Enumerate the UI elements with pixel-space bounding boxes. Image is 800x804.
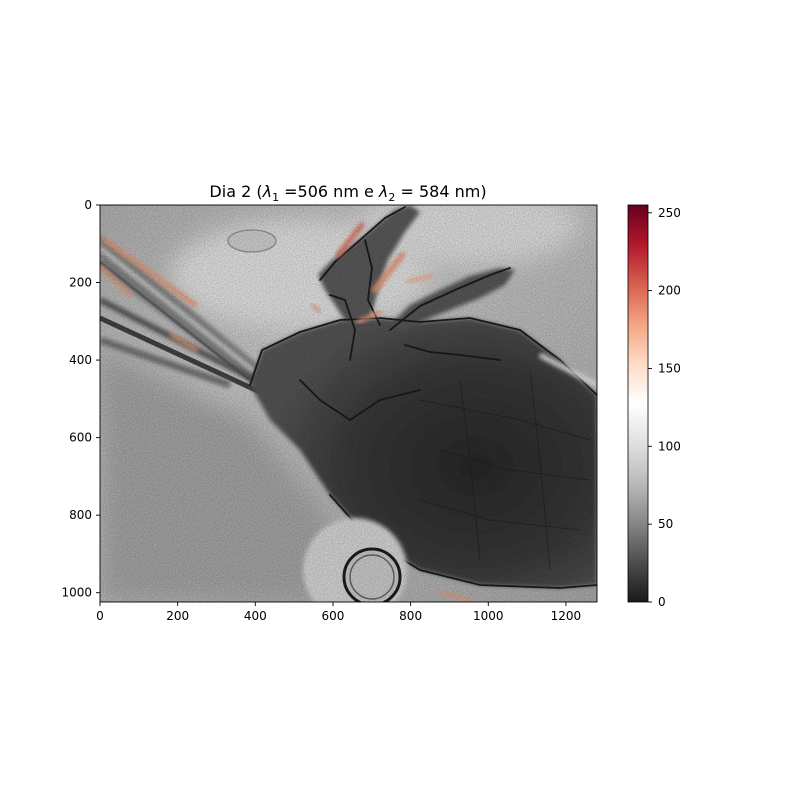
x-tick-label-6: 1200 <box>551 609 582 623</box>
colorbar: 0 50 100 150 200 250 <box>628 205 681 609</box>
y-tick-label-4: 800 <box>69 508 92 522</box>
colorbar-ticks: 0 50 100 150 200 250 <box>648 206 681 609</box>
heatmap-image <box>100 185 597 622</box>
y-axis: 0 200 400 600 800 1000 <box>61 198 100 600</box>
y-tick-label-0: 0 <box>84 198 92 212</box>
x-tick-label-1: 200 <box>166 609 189 623</box>
x-tick-label-2: 400 <box>244 609 267 623</box>
colorbar-tick-label-4: 200 <box>658 284 681 298</box>
chart-title: Dia 2 (λ1 =506 nm e λ2 = 584 nm) <box>209 182 486 204</box>
colorbar-tick-label-3: 150 <box>658 361 681 375</box>
x-tick-label-4: 800 <box>399 609 422 623</box>
y-tick-label-5: 1000 <box>61 586 92 600</box>
colorbar-tick-label-2: 100 <box>658 439 681 453</box>
colorbar-gradient <box>628 205 648 602</box>
y-tick-label-2: 400 <box>69 353 92 367</box>
x-tick-label-3: 600 <box>322 609 345 623</box>
x-tick-label-0: 0 <box>96 609 104 623</box>
y-tick-label-3: 600 <box>69 431 92 445</box>
x-tick-label-5: 1000 <box>473 609 504 623</box>
colorbar-tick-label-1: 50 <box>658 517 673 531</box>
y-tick-label-1: 200 <box>69 276 92 290</box>
x-axis: 0 200 400 600 800 1000 1200 <box>96 602 581 623</box>
colorbar-tick-label-0: 0 <box>658 595 666 609</box>
colorbar-tick-label-5: 250 <box>658 206 681 220</box>
